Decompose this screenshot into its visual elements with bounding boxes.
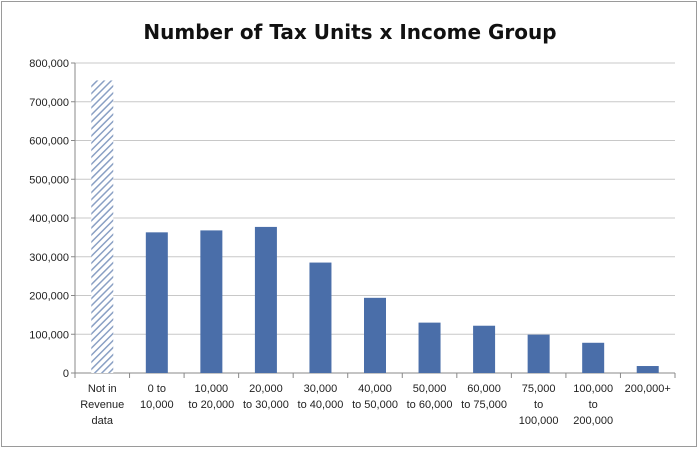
chart-title: Number of Tax Units x Income Group [143, 20, 557, 44]
y-tick-label: 0 [63, 368, 69, 380]
y-tick-labels: 0 100,000 200,000 300,000 400,000 500,000 600,… [29, 58, 69, 380]
bars [91, 80, 659, 373]
bar [309, 262, 332, 373]
x-tick-label: 50,000 to 60,000 [407, 383, 453, 411]
x-tick-label: 30,000 to 40,000 [298, 383, 344, 411]
y-tick-label: 100,000 [29, 329, 69, 341]
bar [636, 366, 659, 373]
y-tick-label: 200,000 [29, 291, 69, 303]
x-tick-label: Not in Revenue data [80, 383, 124, 427]
x-tick-label: 60,000 to 75,000 [461, 383, 507, 411]
x-tick-label: 75,000 to 100,000 [519, 383, 559, 427]
gridlines [75, 62, 675, 335]
x-tick-label: 40,000 to 50,000 [352, 383, 398, 411]
bar [91, 80, 114, 373]
x-tick-label: 100,000 to 200,000 [573, 383, 613, 427]
y-tick-label: 400,000 [29, 213, 69, 225]
bar [200, 230, 223, 373]
x-tick-labels: Not in Revenue data 0 to 10,000 10,000 to 20,0… [80, 383, 671, 427]
y-tick-label: 600,000 [29, 136, 69, 148]
y-tick-label: 800,000 [29, 58, 69, 70]
bar [254, 226, 277, 373]
y-tick-label: 300,000 [29, 252, 69, 264]
x-tick-label: 0 to 10,000 [140, 383, 174, 411]
bar [364, 297, 386, 373]
bar [527, 334, 550, 373]
y-tick-label: 500,000 [29, 174, 69, 186]
bar [418, 322, 441, 373]
x-tick-label: 200,000+ [625, 383, 671, 395]
x-tick-label: 20,000 to 30,000 [243, 383, 289, 411]
bar [145, 232, 168, 373]
y-tick-label: 700,000 [29, 97, 69, 109]
bar [582, 342, 605, 373]
x-tick-label: 10,000 to 20,000 [188, 383, 234, 411]
bar [473, 325, 496, 373]
